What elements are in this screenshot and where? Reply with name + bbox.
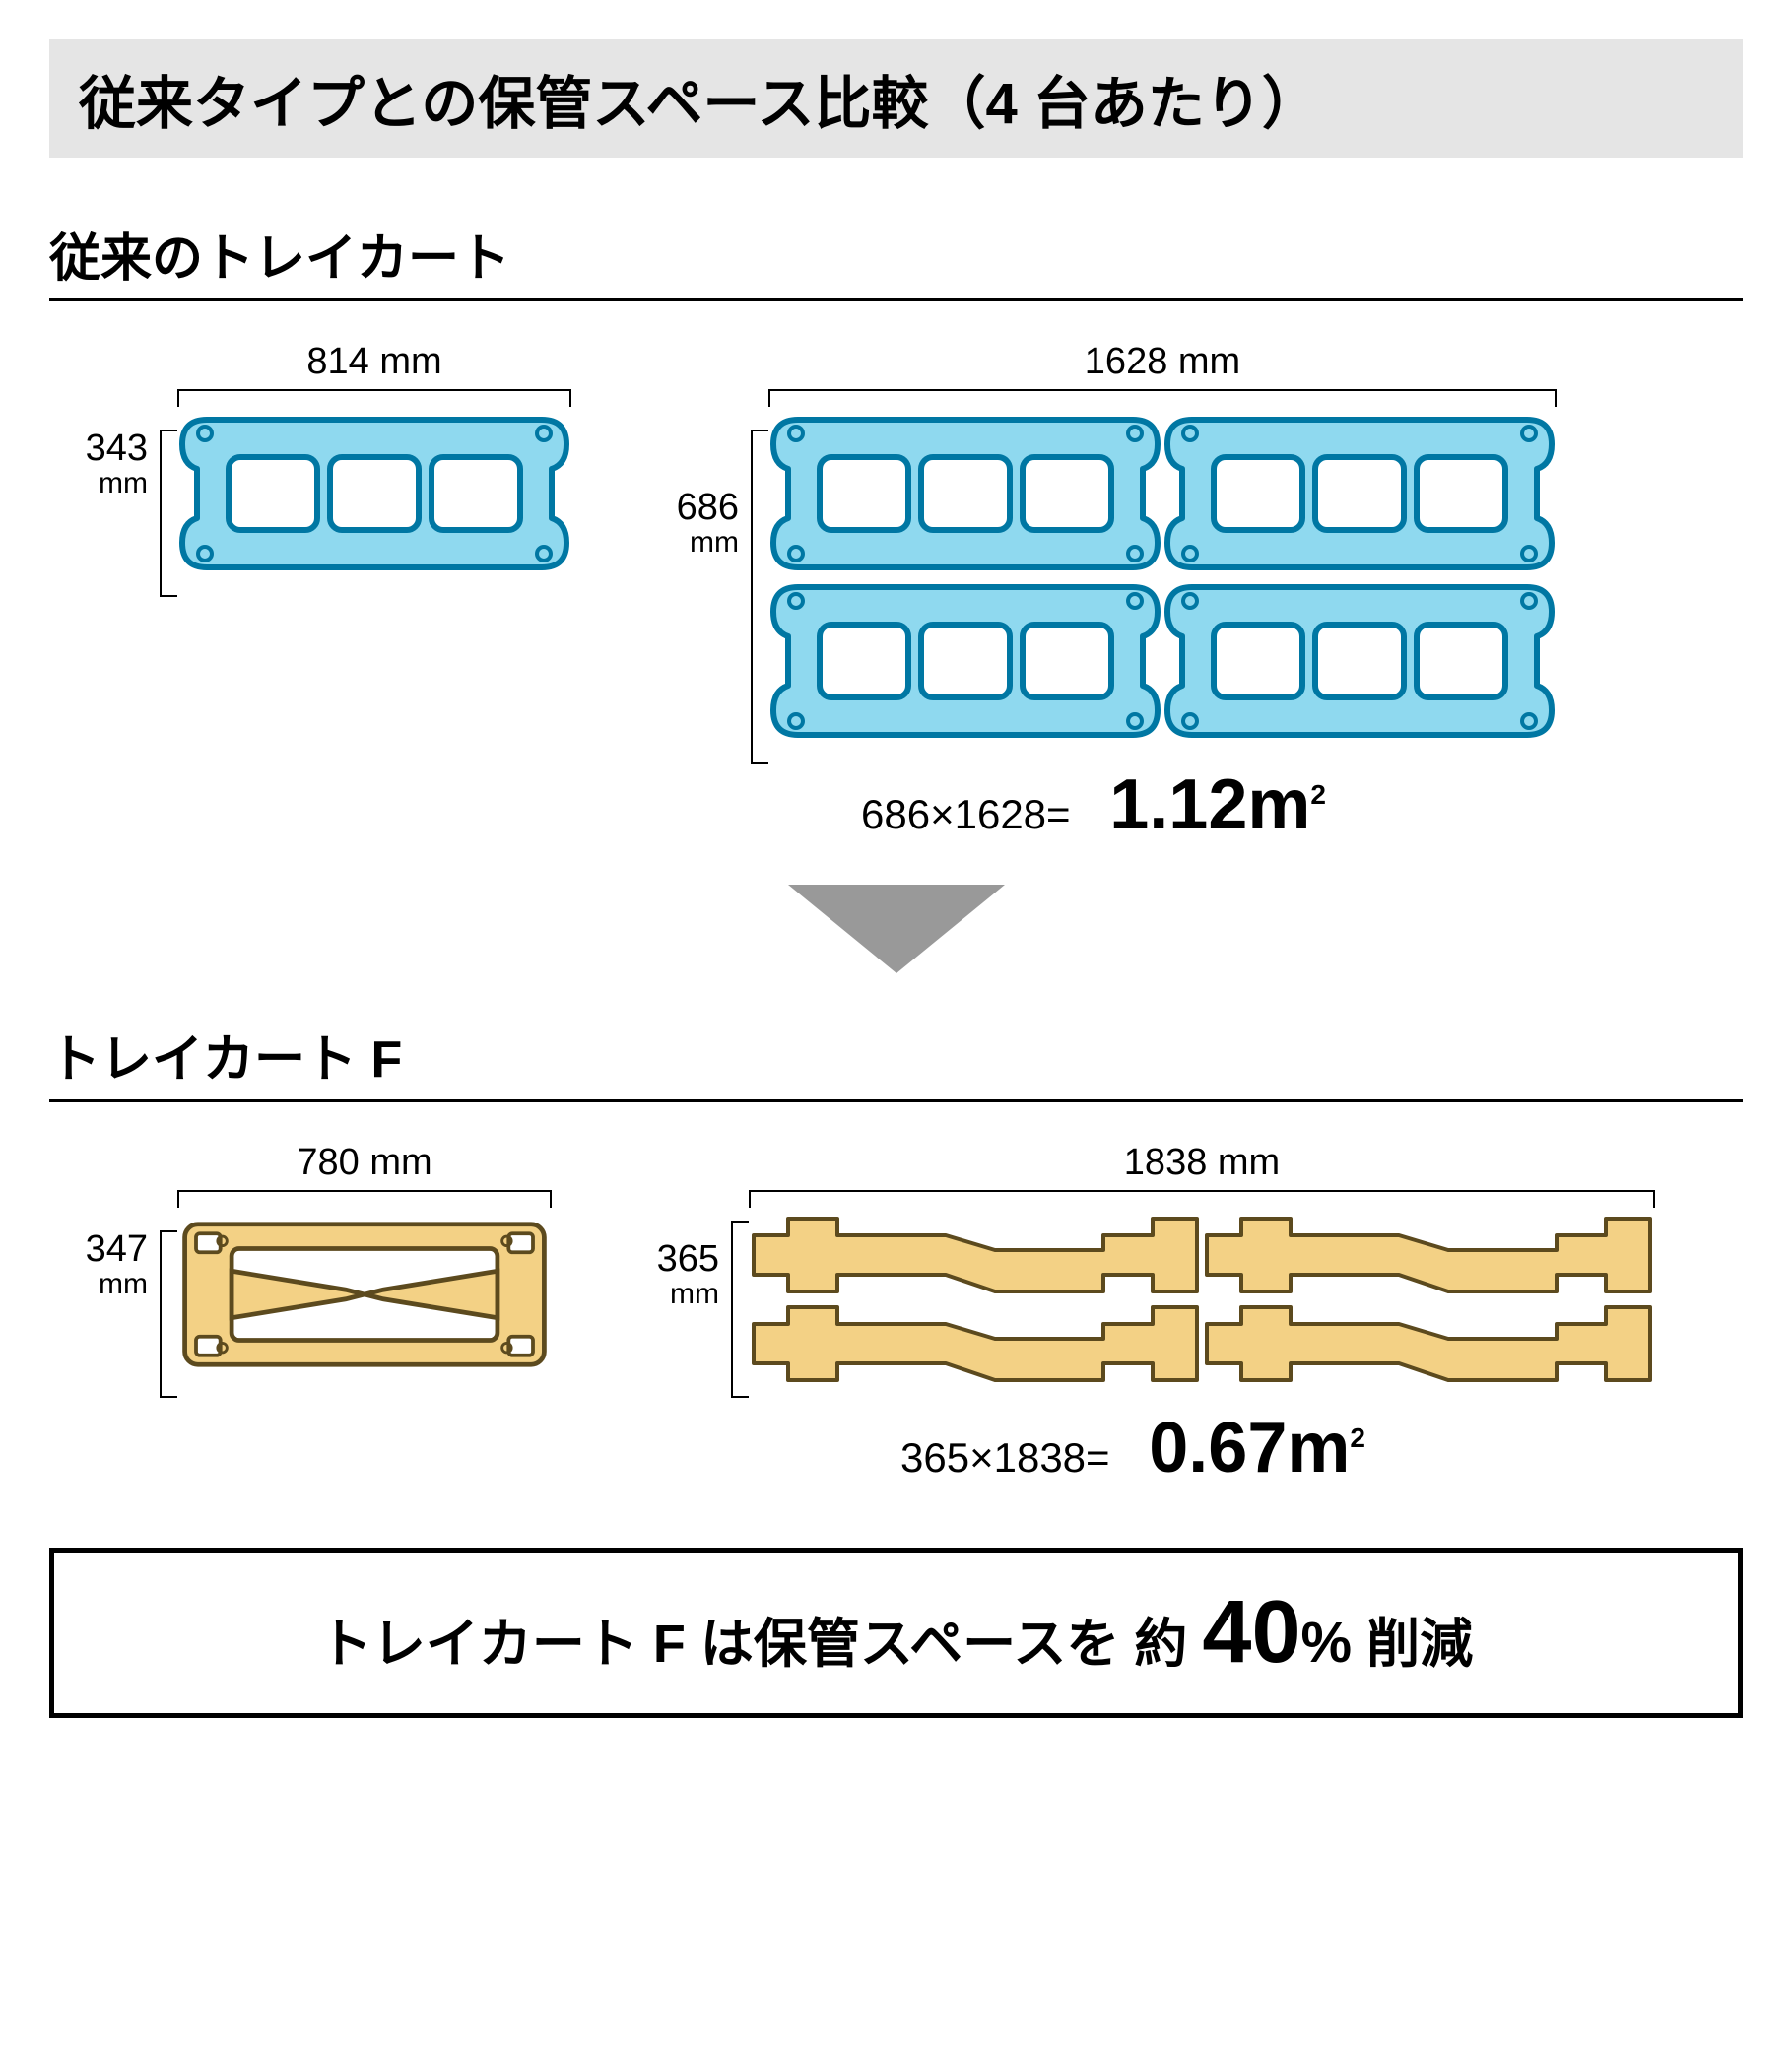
conclusion-big: 40 bbox=[1202, 1583, 1300, 1682]
conv-calc-result: 1.12m bbox=[1109, 765, 1310, 844]
conv-four-height-num: 686 bbox=[631, 489, 739, 528]
conv-calc: 686×1628= 1.12m2 bbox=[631, 764, 1557, 845]
f-calc: 365×1838= 0.67m2 bbox=[611, 1408, 1655, 1488]
conv-calc-formula: 686×1628= bbox=[861, 791, 1071, 837]
conv-single-diagram: 814 mm 343 mm bbox=[49, 341, 571, 577]
f-calc-result-sup: 2 bbox=[1350, 1422, 1365, 1453]
conclusion-box: トレイカート F は保管スペースを 約 40% 削減 bbox=[49, 1548, 1743, 1718]
conv-single-height-num: 343 bbox=[49, 430, 148, 469]
conclusion-pct: % bbox=[1301, 1611, 1353, 1675]
f-single-height-unit: mm bbox=[49, 1270, 148, 1299]
conclusion-post: 削減 bbox=[1352, 1615, 1473, 1674]
page-title: 従来タイプとの保管スペース比較（4 台あたり） bbox=[49, 39, 1743, 158]
section-conventional: 従来のトレイカート 814 mm 343 mm 1628 mm bbox=[49, 217, 1743, 845]
conclusion-pre: トレイカート F は保管スペースを 約 bbox=[319, 1615, 1203, 1674]
conv-four-height-unit: mm bbox=[631, 528, 739, 558]
f-single-height-num: 347 bbox=[49, 1230, 148, 1270]
conv-single-height-unit: mm bbox=[49, 469, 148, 498]
section-header-f: トレイカート F bbox=[49, 1018, 1743, 1102]
f-four-height-unit: mm bbox=[611, 1280, 719, 1309]
section-header-conventional: 従来のトレイカート bbox=[49, 217, 1743, 301]
f-single-diagram: 780 mm 347 mm bbox=[49, 1142, 552, 1378]
conv-four-diagram: 1628 mm 686 mm 686×1628= 1.1 bbox=[631, 341, 1557, 845]
down-arrow bbox=[49, 885, 1743, 978]
f-four-height-num: 365 bbox=[611, 1240, 719, 1280]
f-calc-result: 0.67m bbox=[1149, 1409, 1350, 1488]
section-f: トレイカート F 780 mm 347 mm 1838 mm bbox=[49, 1018, 1743, 1488]
conv-four-width: 1628 mm bbox=[1085, 341, 1240, 382]
f-four-diagram: 1838 mm 365 mm 365×1838= 0.6 bbox=[611, 1142, 1655, 1488]
conv-calc-result-sup: 2 bbox=[1310, 779, 1326, 810]
conv-single-width: 814 mm bbox=[306, 341, 441, 382]
f-calc-formula: 365×1838= bbox=[900, 1434, 1110, 1481]
f-single-width: 780 mm bbox=[297, 1142, 431, 1183]
f-four-width: 1838 mm bbox=[1124, 1142, 1280, 1183]
